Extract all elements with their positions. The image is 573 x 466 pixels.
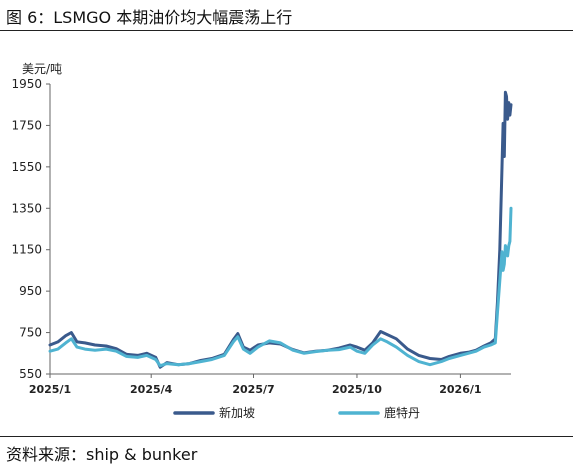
legend-label-1: 鹿特丹 (384, 405, 420, 420)
y-tick-label: 1550 (11, 160, 42, 174)
y-tick-label: 1150 (11, 243, 42, 257)
x-tick-label: 2025/4 (130, 383, 173, 396)
y-tick-label: 1950 (11, 77, 42, 91)
legend-label-0: 新加坡 (219, 405, 255, 420)
x-tick-label: 2025/10 (332, 383, 382, 396)
x-tick-label: 2026/1 (439, 383, 481, 396)
y-tick-label: 550 (19, 367, 42, 381)
y-axis-unit-label: 美元/吨 (22, 62, 62, 76)
y-tick-label: 1750 (11, 118, 42, 132)
series-lines (48, 90, 513, 369)
y-tick-label: 1350 (11, 201, 42, 215)
series-line-1 (48, 206, 513, 368)
legend: 新加坡 鹿特丹 (173, 405, 420, 420)
figure-source: 资料来源：ship & bunker (6, 445, 198, 464)
y-tick-label: 950 (19, 284, 42, 298)
line-chart: 美元/吨 550 750 950 1150 1350 1550 1750 1950 2025/1… (11, 62, 513, 420)
x-tick-label: 2025/1 (29, 383, 71, 396)
x-tick-label: 2025/7 (232, 383, 274, 396)
top-rule (0, 30, 573, 31)
figure-title: 图 6：LSMGO 本期油价均大幅震荡上行 (6, 8, 293, 27)
axes: 550 750 950 1150 1350 1550 1750 1950 2025/1 2025/… (11, 77, 511, 396)
series-line-0 (48, 90, 513, 369)
bottom-rule (0, 436, 573, 437)
y-tick-label: 750 (19, 326, 42, 340)
